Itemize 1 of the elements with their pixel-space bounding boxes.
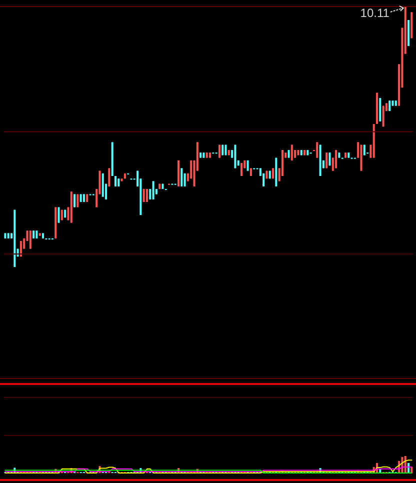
annotation: 10.11 [360,6,390,20]
